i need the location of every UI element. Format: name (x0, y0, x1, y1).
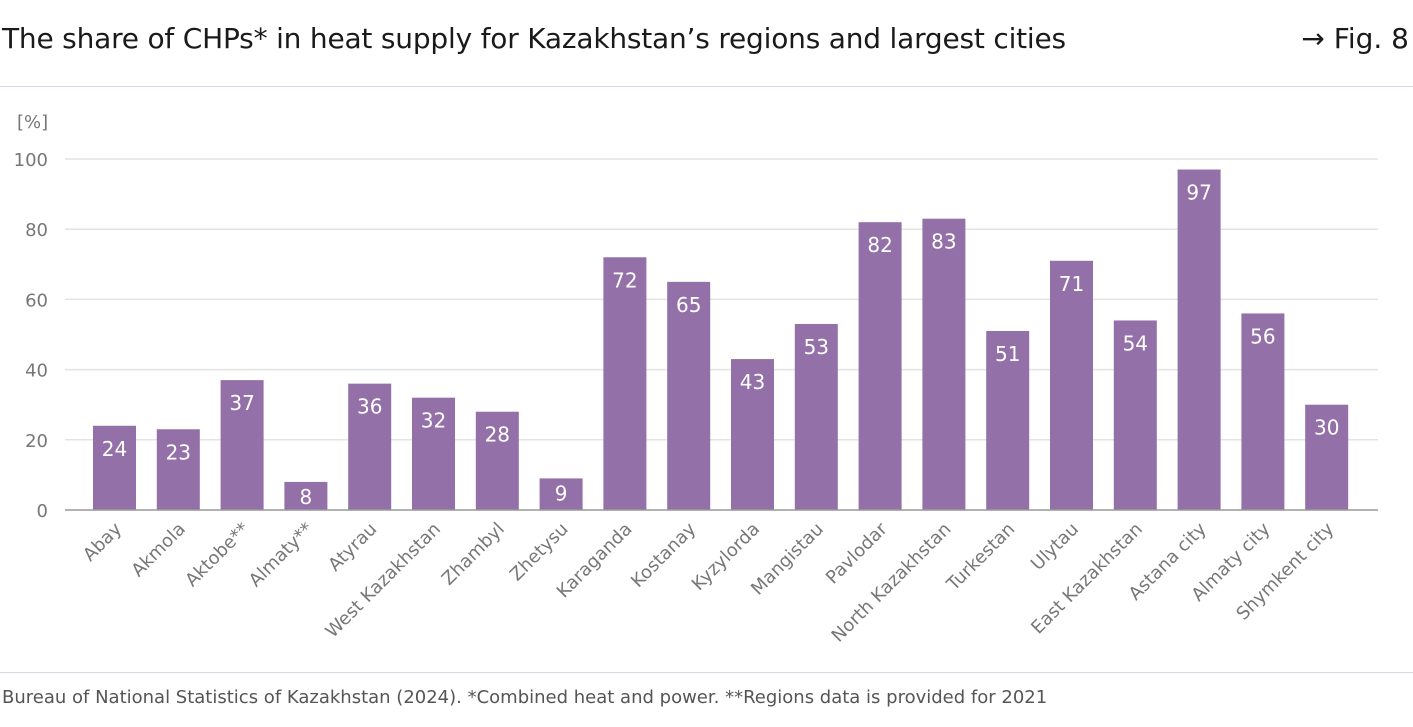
bar (475, 411, 519, 510)
data-label: 9 (555, 481, 568, 505)
y-tick-label: 20 (25, 431, 48, 452)
y-tick-label: 60 (25, 290, 48, 311)
x-tick-label: Almaty** (245, 519, 318, 592)
data-label: 36 (357, 395, 382, 419)
data-label: 23 (166, 440, 191, 464)
bar (412, 397, 455, 510)
bar (794, 323, 838, 510)
y-tick-label: 80 (25, 220, 48, 241)
figure-reference: → Fig. 8 (1301, 22, 1409, 55)
x-tick-label: Turkestan (942, 519, 1019, 596)
bar (348, 383, 392, 510)
y-tick-label: 40 (25, 361, 48, 382)
footer: Bureau of National Statistics of Kazakhs… (0, 672, 1413, 727)
bar (731, 359, 774, 510)
x-tick-label: Abay (79, 518, 126, 565)
y-tick-label: 100 (14, 150, 48, 171)
bar (539, 478, 583, 510)
data-label: 51 (995, 342, 1020, 366)
x-tick-label: Aktobe** (181, 519, 253, 591)
header: The share of CHPs* in heat supply for Ka… (0, 0, 1413, 87)
bar (986, 330, 1030, 510)
data-label: 82 (867, 233, 892, 257)
x-tick-label: Ulytau (1027, 519, 1083, 575)
data-label: 97 (1186, 181, 1211, 205)
bar (922, 218, 966, 511)
data-label: 83 (931, 230, 956, 254)
bar-chart: [%] 0 20 40 60 80 100 24 Abay 23 Akmola 37 Aktobe** 8… (14, 112, 1378, 647)
data-label: 71 (1059, 272, 1084, 296)
bar (284, 481, 328, 510)
data-label: 37 (229, 391, 254, 415)
data-label: 30 (1314, 416, 1339, 440)
data-label: 56 (1250, 324, 1275, 348)
data-label: 28 (485, 423, 510, 447)
data-label: 65 (676, 293, 701, 317)
bar (220, 380, 264, 510)
chart-title: The share of CHPs* in heat supply for Ka… (2, 22, 1066, 55)
x-tick-label: Zhambyl (438, 519, 509, 590)
data-label: 72 (612, 268, 637, 292)
x-tick-label: Atyrau (324, 519, 381, 576)
y-tick-label: 0 (37, 501, 48, 522)
bar (1241, 313, 1285, 510)
bar (156, 429, 200, 510)
data-label: 32 (421, 409, 446, 433)
source-note: Bureau of National Statistics of Kazakhs… (2, 687, 1048, 708)
data-label: 53 (804, 335, 829, 359)
x-tick-label: West Kazakhstan (322, 519, 446, 643)
data-label: 24 (102, 437, 127, 461)
bar (1305, 404, 1349, 510)
bar (1113, 320, 1157, 510)
x-tick-label: East Kazakhstan (1027, 519, 1147, 639)
bar (603, 257, 647, 510)
x-tick-label: Zhetysu (506, 519, 573, 586)
bar (667, 281, 711, 510)
bar (93, 425, 136, 510)
data-label: 8 (300, 485, 313, 509)
bar (858, 222, 902, 510)
y-axis-label: [%] (17, 112, 48, 133)
x-tick-label: Akmola (127, 519, 189, 581)
x-tick-label: North Kazakhstan (828, 519, 956, 647)
bar (1050, 260, 1093, 510)
data-label: 43 (740, 370, 765, 394)
chart-area: [%] 0 20 40 60 80 100 24 Abay 23 Akmola 37 Aktobe** 8… (0, 87, 1413, 672)
data-label: 54 (1123, 331, 1148, 355)
bar (1177, 169, 1221, 510)
